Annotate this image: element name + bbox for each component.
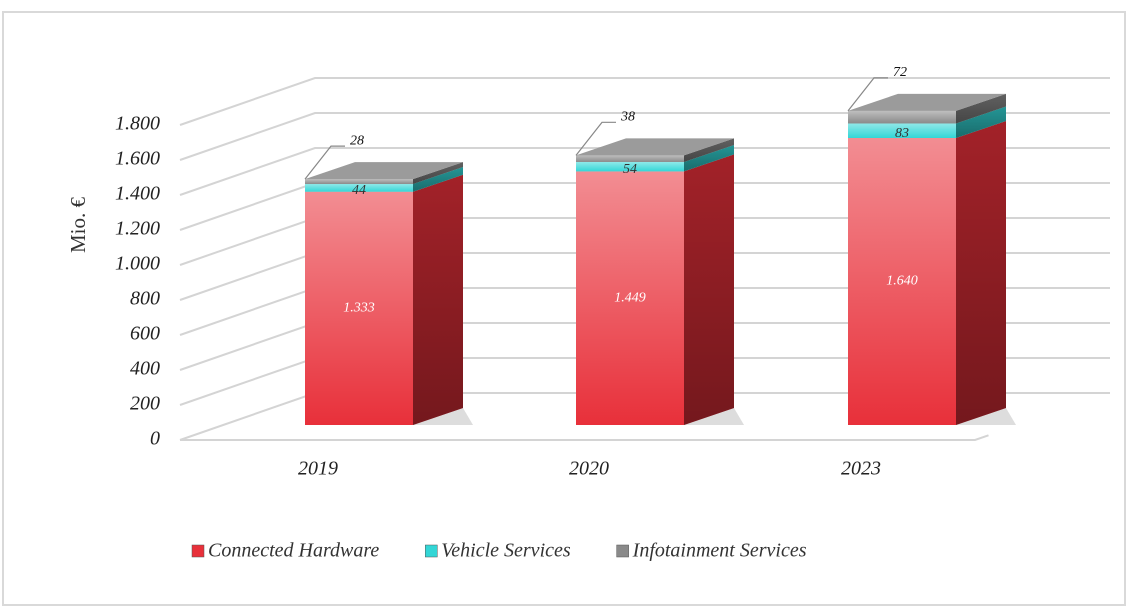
legend-label: Vehicle Services [441,540,571,562]
bar-shine [848,110,956,124]
data-label: 38 [620,110,635,125]
legend-label: Infotainment Services [632,540,807,562]
leader-line [304,145,345,180]
y-axis-label: Mio. € [66,197,90,254]
bar-shine [848,138,956,425]
y-tick-label: 0 [150,428,160,450]
data-label: 28 [350,133,364,148]
bar-top [576,138,734,156]
bar-top-shine [848,93,1006,111]
leader-line [575,121,616,156]
bar-top-shine [305,162,463,180]
bar-shine [305,191,413,425]
y-tick-label: 1.800 [115,113,160,135]
bar-shine [848,123,956,138]
bar-side-shade [684,154,734,426]
grid-line [179,112,1110,161]
grid-line [179,147,1110,196]
y-tick-label: 200 [130,393,160,415]
floor-line [180,434,989,441]
y-tick-label: 1.400 [115,183,160,205]
data-label: 44 [352,183,366,198]
bar-side-shade [956,93,1006,124]
bar-top-shine [576,138,734,156]
y-tick-label: 1.000 [115,253,160,275]
data-label: 54 [623,162,637,177]
bar-shine [576,155,684,162]
bar-side-shade [413,174,463,425]
bar-side-shade [684,138,734,162]
bar-shine [576,171,684,425]
data-label: 1.333 [343,301,375,316]
bar-side-shade [956,121,1006,425]
x-tick-label: 2019 [298,458,338,480]
legend-label: Connected Hardware [208,540,379,562]
y-tick-label: 1.200 [115,218,160,240]
x-tick-label: 2023 [841,458,881,480]
legend-marker [191,544,205,558]
y-tick-label: 600 [130,323,160,345]
bar-side-shade [956,106,1006,138]
y-tick-label: 400 [130,358,160,380]
bar-side-shade [413,162,463,185]
leader-line [847,77,888,112]
y-tick-label: 1.600 [115,148,160,170]
grid-line [179,77,1110,126]
data-label: 1.640 [886,274,918,289]
x-tick-label: 2020 [569,458,609,480]
bar-shine [576,161,684,172]
bar-shine [305,184,413,192]
bar-shine [305,179,413,185]
y-tick-label: 800 [130,288,160,310]
bar-top [848,93,1006,111]
data-label: 72 [893,65,907,80]
legend-marker [616,544,629,558]
legend-marker [425,544,438,558]
bar-side-shade [413,167,463,192]
bar-top [305,162,463,180]
bar-side-shade [684,144,734,172]
data-label: 83 [895,126,909,141]
data-label: 1.449 [614,290,646,305]
